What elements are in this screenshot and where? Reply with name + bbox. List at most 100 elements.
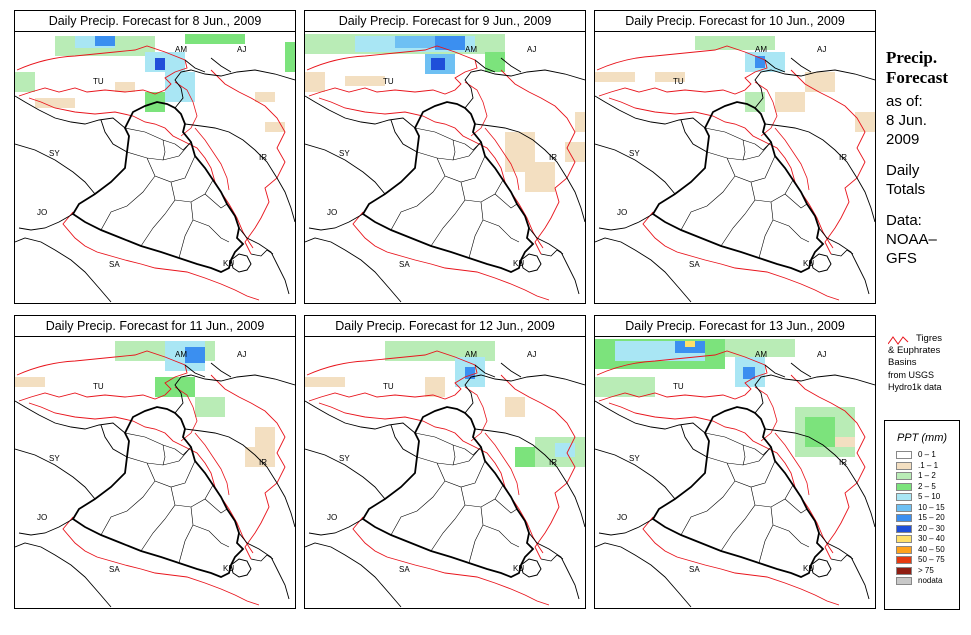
forecast-panel-jun-09: Daily Precip. Forecast for 9 Jun., 2009 (304, 10, 586, 304)
legend-row: 30 – 40 (885, 534, 959, 545)
label-sy: SY (339, 454, 350, 463)
legend-swatch (896, 503, 912, 512)
precip-cells (595, 339, 855, 457)
legend-swatch (896, 566, 912, 575)
legend-row: 15 – 20 (885, 513, 959, 524)
legend-row: 0 – 1 (885, 450, 959, 461)
label-sa: SA (689, 565, 700, 574)
label-am: AM (465, 350, 477, 359)
panel-title: Daily Precip. Forecast for 13 Jun., 2009 (595, 316, 875, 337)
legend-swatch (896, 514, 912, 522)
panel-title: Daily Precip. Forecast for 10 Jun., 2009 (595, 11, 875, 32)
legend-swatch (896, 545, 912, 554)
legend-label: 20 – 30 (918, 523, 945, 533)
label-sy: SY (629, 454, 640, 463)
legend-label: 30 – 40 (918, 534, 945, 543)
legend-swatch (896, 577, 912, 585)
label-tu: TU (383, 77, 394, 86)
legend-row: 2 – 5 (885, 482, 959, 493)
basin-line-icon (888, 336, 909, 345)
legend-label: 50 – 75 (918, 555, 945, 564)
label-sy: SY (49, 149, 60, 158)
label-sa: SA (109, 260, 120, 269)
label-sa: SA (399, 565, 410, 574)
legend-swatch (896, 556, 912, 564)
label-aj: AJ (527, 45, 536, 54)
forecast-map: AM AJ TU SY IR JO SA KU (595, 337, 875, 608)
label-ku: KU (513, 259, 524, 268)
legend-label: 10 – 15 (918, 502, 945, 512)
basin-legend-line4: from USGS (888, 370, 935, 380)
label-jo: JO (37, 208, 47, 217)
legend-label: 5 – 10 (918, 492, 941, 501)
legend-swatch (896, 493, 912, 501)
label-sy: SY (49, 454, 60, 463)
asof-date-line1: 8 Jun. (886, 112, 927, 129)
data-source-line3: GFS (886, 250, 917, 267)
label-aj: AJ (527, 350, 536, 359)
label-aj: AJ (237, 350, 246, 359)
label-am: AM (175, 350, 187, 359)
legend-row: 1 – 2 (885, 471, 959, 482)
label-sy: SY (629, 149, 640, 158)
side-title-line1: Precip. (886, 48, 938, 67)
label-aj: AJ (237, 45, 246, 54)
label-tu: TU (383, 382, 394, 391)
legend-row: 5 – 10 (885, 492, 959, 503)
forecast-panel-jun-11: Daily Precip. Forecast for 11 Jun., 2009… (14, 315, 296, 609)
label-tu: TU (673, 77, 684, 86)
forecast-map: AM AJ TU SY IR JO SA KU (305, 32, 585, 303)
legend-label: > 75 (918, 565, 934, 575)
label-ir: IR (839, 153, 847, 162)
label-jo: JO (327, 208, 337, 217)
legend-row: 10 – 15 (885, 503, 959, 514)
panel-title: Daily Precip. Forecast for 9 Jun., 2009 (305, 11, 585, 32)
forecast-panel-jun-12: Daily Precip. Forecast for 12 Jun., 2009… (304, 315, 586, 609)
legend-row: 20 – 30 (885, 524, 959, 535)
basin-legend-line5: Hydro1k data (888, 382, 942, 392)
label-am: AM (175, 45, 187, 54)
asof-date-line2: 2009 (886, 131, 920, 148)
legend-label: 40 – 50 (918, 544, 945, 554)
asof-label: as of: (886, 93, 923, 110)
label-tu: TU (673, 382, 684, 391)
label-ku: KU (803, 259, 814, 268)
label-jo: JO (617, 208, 627, 217)
daily-line2: Totals (886, 181, 926, 198)
panel-title: Daily Precip. Forecast for 11 Jun., 2009 (15, 316, 295, 337)
forecast-map: AM AJ TU SY IR JO SA KU (595, 32, 875, 303)
legend-label: 2 – 5 (918, 481, 936, 491)
label-jo: JO (327, 513, 337, 522)
label-ir: IR (549, 458, 557, 467)
precip-cells (15, 341, 275, 467)
label-jo: JO (617, 513, 627, 522)
basin-legend: Tigres & Euphrates Basins from USGS Hydr… (888, 333, 968, 393)
forecast-panel-jun-13: Daily Precip. Forecast for 13 Jun., 2009… (594, 315, 876, 609)
ppt-legend-title: PPT (mm) (896, 432, 948, 444)
precip-cells (15, 34, 295, 132)
precip-cells (595, 36, 875, 132)
legend-swatch (896, 482, 912, 491)
label-ku: KU (513, 564, 524, 573)
legend-label: 0 – 1 (918, 450, 936, 459)
label-ku: KU (803, 564, 814, 573)
label-ku: KU (223, 259, 234, 268)
forecast-map: AM AJ TU SY IR JO SA KU (15, 337, 295, 608)
forecast-map: AM AJ TU SY IR JO SA KU (305, 337, 585, 608)
legend-row: .1 – 1 (885, 461, 959, 472)
label-sa: SA (689, 260, 700, 269)
daily-line1: Daily (886, 162, 920, 179)
legend-row: 40 – 50 (885, 545, 959, 556)
label-sy: SY (339, 149, 350, 158)
label-tu: TU (93, 382, 104, 391)
label-am: AM (465, 45, 477, 54)
legend-swatch (896, 524, 912, 533)
side-info: Precip. Forecast as of: 8 Jun. 2009 Dail… (886, 48, 948, 268)
legend-swatch (896, 535, 912, 543)
legend-label: .1 – 1 (918, 460, 939, 470)
legend-row: nodata (885, 576, 959, 587)
label-aj: AJ (817, 45, 826, 54)
label-ku: KU (223, 564, 234, 573)
label-ir: IR (839, 458, 847, 467)
